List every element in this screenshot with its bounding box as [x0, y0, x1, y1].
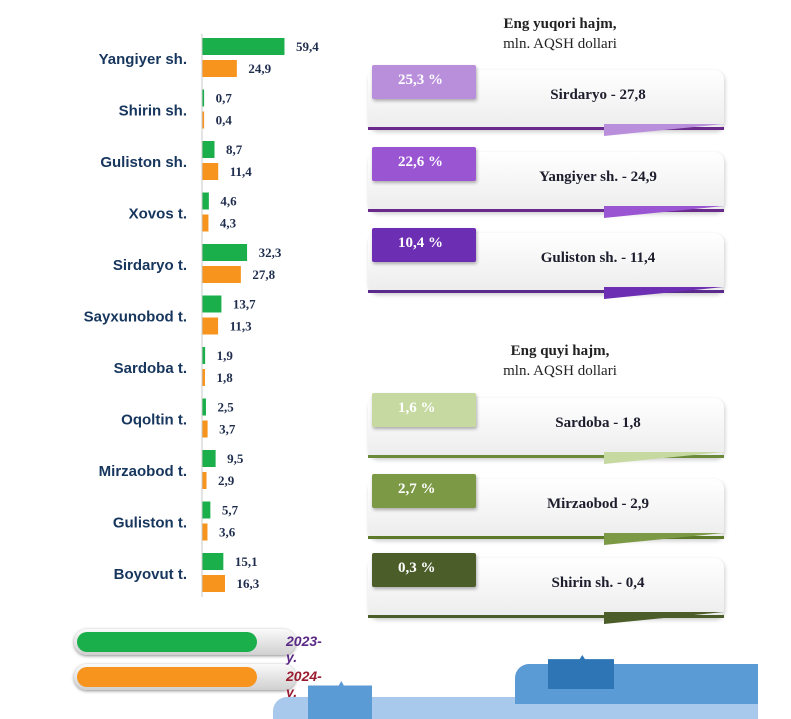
bar-2023	[202, 501, 211, 519]
value-label-2024: 1,8	[216, 370, 233, 385]
percent-badge: 10,4 %	[372, 228, 476, 262]
card-underline	[368, 615, 724, 618]
bar-2024	[202, 523, 208, 541]
value-label-2024: 24,9	[248, 61, 271, 76]
legend-swatch-2023	[77, 632, 257, 652]
value-label-2023: 1,9	[217, 348, 234, 363]
card-underline	[368, 536, 724, 539]
value-label-2023: 8,7	[226, 142, 243, 157]
card-label: Guliston sh. - 11,4	[540, 250, 656, 266]
bar-chart: Yangiyer sh. 59,4 24,9 Shirin sh. 0,7 0,4 Guli…	[84, 34, 319, 597]
card-underline	[368, 209, 724, 212]
bottom-panel-unit: mln. AQSH dollari	[503, 363, 617, 379]
card-underline	[368, 455, 724, 458]
bar-2023	[202, 398, 206, 416]
bar-2024	[202, 60, 237, 77]
category-label: Boyovut t.	[114, 566, 187, 583]
value-label-2023: 13,7	[233, 297, 256, 312]
bar-2023	[202, 192, 209, 210]
bar-2024	[202, 214, 209, 232]
bar-2023	[202, 347, 206, 364]
card-underline	[368, 290, 724, 293]
top-panel-unit: mln. AQSH dollari	[503, 36, 617, 52]
decorative-tab-right	[548, 655, 614, 689]
decorative-tab-left	[308, 681, 372, 719]
top-panel-heading: Eng yuqori hajm,	[503, 16, 617, 32]
value-label-2023: 9,5	[227, 451, 244, 466]
percent-badge: 2,7 %	[372, 474, 476, 508]
legend-label-2024: 2024- y.	[286, 668, 322, 700]
value-label-2024: 2,9	[218, 473, 235, 488]
bottom-panel-card: 1,6 % Sardoba - 1,8	[368, 393, 724, 464]
card-label: Mirzaobod - 2,9	[546, 496, 650, 512]
category-label: Sardoba t.	[114, 360, 187, 377]
category-label: Sayxunobod t.	[84, 309, 187, 326]
card-label: Sardoba - 1,8	[555, 415, 641, 431]
bar-2023	[202, 553, 224, 570]
bottom-panel-title: Eng quyi hajm, mln. AQSH dollari	[395, 343, 725, 380]
value-label-2023: 4,6	[220, 194, 237, 209]
value-label-2024: 3,7	[219, 422, 236, 437]
value-label-2023: 32,3	[259, 245, 282, 260]
value-label-2024: 4,3	[220, 216, 237, 231]
value-label-2024: 11,3	[230, 319, 253, 334]
value-label-2023: 0,7	[216, 91, 233, 106]
legend-item-2023: 2023- y.	[74, 629, 322, 665]
category-label: Sirdaryo t.	[113, 257, 187, 274]
top-panel-card: 25,3 % Sirdaryo - 27,8	[368, 65, 724, 136]
value-label-2024: 0,4	[216, 113, 233, 128]
bar-2024	[202, 266, 241, 283]
category-label: Shirin sh.	[119, 103, 187, 120]
bar-2024	[202, 472, 207, 489]
value-label-2024: 27,8	[252, 267, 275, 282]
bottom-panel-card: 0,3 % Shirin sh. - 0,4	[368, 553, 724, 624]
category-label: Guliston sh.	[100, 154, 187, 171]
bar-2024	[202, 369, 205, 386]
card-label: Shirin sh. - 0,4	[551, 575, 645, 591]
category-label: Mirzaobod t.	[99, 463, 187, 480]
bar-2024	[202, 317, 219, 335]
bar-2023	[202, 295, 222, 313]
percent-badge: 0,3 %	[372, 553, 476, 587]
value-label-2023: 15,1	[235, 554, 258, 569]
card-underline	[368, 127, 724, 130]
category-label: Guliston t.	[113, 515, 187, 532]
legend-label-2023: 2023- y.	[286, 633, 322, 665]
bar-2024	[202, 575, 225, 592]
value-label-2023: 2,5	[217, 400, 234, 415]
value-label-2024: 16,3	[236, 576, 259, 591]
bar-2023	[202, 244, 248, 261]
value-label-2023: 59,4	[296, 39, 319, 54]
category-label: Yangiyer sh.	[99, 51, 187, 68]
top-panel-card: 10,4 % Guliston sh. - 11,4	[368, 228, 724, 299]
category-label: Oqoltin t.	[121, 412, 187, 429]
value-label-2024: 11,4	[230, 164, 253, 179]
bottom-panel-card: 2,7 % Mirzaobod - 2,9	[368, 474, 724, 545]
value-label-2024: 3,6	[219, 525, 236, 540]
bar-2024	[202, 111, 205, 129]
category-label: Xovos t.	[129, 206, 187, 223]
bar-2024	[202, 163, 219, 180]
top-panel-title: Eng yuqori hajm, mln. AQSH dollari	[395, 16, 725, 53]
value-label-2023: 5,7	[222, 503, 239, 518]
legend-swatch-2024	[77, 667, 257, 687]
bar-2024	[202, 420, 208, 438]
bottom-panel-heading: Eng quyi hajm,	[510, 343, 610, 359]
legend-item-2024: 2024- y.	[74, 664, 322, 700]
card-label: Yangiyer sh. - 24,9	[539, 169, 657, 185]
bar-2023	[202, 89, 205, 107]
bar-2023	[202, 38, 285, 55]
card-label: Sirdaryo - 27,8	[550, 87, 646, 103]
bar-2023	[202, 141, 215, 158]
card-ribbon	[604, 612, 724, 624]
bar-2023	[202, 450, 216, 467]
top-panel-card: 22,6 % Yangiyer sh. - 24,9	[368, 147, 724, 218]
percent-badge: 22,6 %	[372, 147, 476, 181]
percent-badge: 25,3 %	[372, 65, 476, 99]
percent-badge: 1,6 %	[372, 393, 476, 427]
